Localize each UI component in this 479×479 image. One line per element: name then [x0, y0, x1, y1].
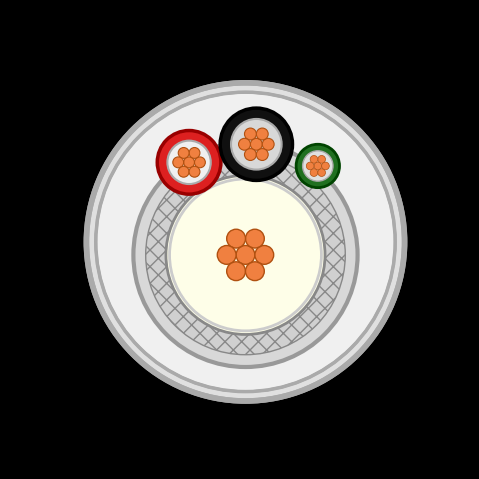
Circle shape — [262, 138, 274, 150]
Circle shape — [189, 166, 200, 177]
Circle shape — [239, 138, 251, 150]
Circle shape — [86, 83, 405, 401]
Circle shape — [255, 246, 274, 264]
Circle shape — [189, 148, 200, 159]
Circle shape — [133, 143, 358, 367]
Circle shape — [303, 151, 333, 181]
Circle shape — [166, 175, 325, 334]
Circle shape — [194, 157, 205, 168]
Circle shape — [245, 229, 264, 248]
Circle shape — [310, 169, 318, 176]
Circle shape — [318, 169, 325, 176]
Circle shape — [296, 144, 340, 188]
Circle shape — [244, 128, 256, 140]
Circle shape — [231, 119, 282, 170]
Circle shape — [236, 246, 255, 264]
Circle shape — [306, 162, 314, 170]
Circle shape — [318, 156, 325, 163]
Circle shape — [245, 262, 264, 281]
Circle shape — [227, 262, 245, 281]
Circle shape — [170, 179, 321, 331]
Circle shape — [314, 162, 321, 170]
Circle shape — [146, 155, 345, 355]
Circle shape — [227, 229, 245, 248]
Circle shape — [178, 166, 189, 177]
Circle shape — [178, 148, 189, 159]
Circle shape — [321, 162, 329, 170]
Circle shape — [256, 128, 268, 140]
Circle shape — [173, 157, 183, 168]
Circle shape — [96, 92, 395, 392]
Circle shape — [157, 130, 221, 194]
Circle shape — [183, 157, 194, 168]
Circle shape — [244, 148, 256, 160]
Circle shape — [256, 148, 268, 160]
Circle shape — [217, 246, 236, 264]
Circle shape — [310, 156, 318, 163]
Circle shape — [251, 138, 262, 150]
Circle shape — [167, 141, 211, 184]
Circle shape — [220, 108, 293, 181]
